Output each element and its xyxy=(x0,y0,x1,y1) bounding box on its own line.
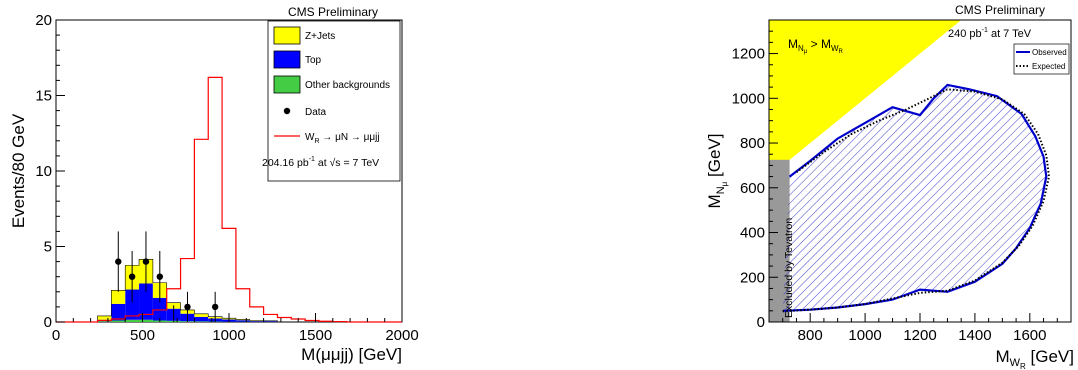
y-axis-label: Events/80 GeV xyxy=(9,113,28,228)
y-axis-label: MNμ [GeV] xyxy=(705,134,729,209)
x-tick-label: 1200 xyxy=(903,327,936,344)
bar-other-backgrounds xyxy=(125,319,140,322)
y-axis-ticks: 0 5 10 15 20 xyxy=(35,12,65,331)
bar-other-backgrounds xyxy=(97,321,112,322)
observed-limit-line xyxy=(782,83,1048,312)
legend-label: Top xyxy=(305,55,322,66)
tevatron-label: Excluded by Tevatron xyxy=(783,218,795,318)
y-tick-label: 800 xyxy=(740,135,765,152)
legend-label: Data xyxy=(305,107,327,118)
x-axis-label: MWR [GeV] xyxy=(995,347,1074,370)
y-tick-label: 600 xyxy=(740,180,765,197)
x-axis-ticks: 800 1000 1200 1400 1600 xyxy=(782,313,1058,344)
bar-top xyxy=(235,320,250,322)
legend-entries: Z+Jets Top Other backgrounds Data WR → μN → … xyxy=(273,26,390,145)
legend-swatch xyxy=(273,75,301,94)
expected-legend-label: Expected xyxy=(1032,62,1065,71)
luminosity-label: 240 pb-1 at 7 TeV xyxy=(948,27,1032,40)
x-tick-label: 1400 xyxy=(958,327,991,344)
legend: CMS Preliminary Z+Jets Top Other backgroun… xyxy=(267,5,401,182)
x-tick-label: 1600 xyxy=(1013,327,1046,344)
bar-top xyxy=(263,321,278,322)
bar-top xyxy=(152,297,167,321)
legend-label: WR → μN → μμjj xyxy=(305,132,380,145)
legend-swatch xyxy=(273,50,301,69)
y-tick-label: 0 xyxy=(757,314,765,331)
kinematically-forbidden-region xyxy=(769,20,962,177)
y-tick-label: 200 xyxy=(740,269,765,286)
expected-limit-line xyxy=(782,88,1051,313)
y-tick-label: 10 xyxy=(35,163,52,180)
data-point xyxy=(128,273,136,280)
y-axis-ticks: 0 200 400 600 800 1000 1200 xyxy=(732,30,778,331)
legend: Observed Expected xyxy=(1013,43,1070,75)
luminosity-annotation: 204.16 pb-1 at √s = 7 TeV xyxy=(262,156,379,169)
chart-title: CMS Preliminary xyxy=(288,5,378,19)
data-points xyxy=(115,231,219,322)
y-tick-label: 1200 xyxy=(732,46,765,63)
x-tick-label: 1500 xyxy=(299,327,332,344)
bar-z-jets xyxy=(97,315,112,320)
observed-legend-label: Observed xyxy=(1032,48,1067,57)
legend-swatch xyxy=(273,26,301,45)
bar-other-backgrounds xyxy=(111,320,126,322)
x-tick-label: 1000 xyxy=(212,327,245,344)
signal-histogram-line xyxy=(56,76,402,323)
bar-top xyxy=(139,283,153,320)
data-point xyxy=(156,273,163,280)
legend-marker xyxy=(283,107,291,115)
y-tick-label: 0 xyxy=(44,314,52,331)
bar-top xyxy=(194,316,209,322)
data-point xyxy=(115,258,122,265)
legend-frame xyxy=(267,20,401,182)
legend-frame xyxy=(1013,43,1070,75)
bar-z-jets xyxy=(249,320,264,322)
x-tick-label: 0 xyxy=(52,327,60,344)
bar-z-jets xyxy=(194,313,209,317)
legend-label: Z+Jets xyxy=(305,31,335,42)
bar-top xyxy=(249,321,264,322)
bar-top xyxy=(111,303,126,321)
legend-label: Other backgrounds xyxy=(305,80,390,91)
bar-top xyxy=(125,289,140,320)
x-tick-label: 500 xyxy=(130,327,155,344)
chart-title: CMS Preliminary xyxy=(955,3,1045,17)
x-tick-label: 800 xyxy=(798,327,823,344)
x-tick-label: 2000 xyxy=(385,327,418,344)
bar-other-backgrounds xyxy=(139,319,153,322)
exclusion-limit-chart: 800 1000 1200 1400 1600 0 200 400 600 800 1000 120… xyxy=(705,3,1074,370)
x-axis-ticks: 0 500 1000 1500 2000 xyxy=(52,313,419,344)
y-tick-label: 5 xyxy=(44,239,52,256)
data-point xyxy=(211,303,219,311)
x-axis-label: M(μμjj) [GeV] xyxy=(301,345,402,364)
bar-z-jets xyxy=(111,290,126,304)
x-tick-label: 1000 xyxy=(848,327,881,344)
y-tick-label: 400 xyxy=(740,225,765,242)
data-point xyxy=(184,303,191,311)
y-tick-label: 15 xyxy=(35,88,52,105)
bar-other-backgrounds xyxy=(194,321,209,322)
excluded-region-hatch xyxy=(782,84,1047,311)
y-tick-label: 20 xyxy=(35,12,52,29)
data-point xyxy=(142,258,150,265)
bar-z-jets xyxy=(235,319,250,321)
forbidden-region-label: MNμ > MWR xyxy=(788,37,844,55)
y-tick-label: 1000 xyxy=(732,90,765,107)
mass-histogram-chart: 0 500 1000 1500 2000 0 5 10 15 20 CMS Preliminar… xyxy=(9,5,419,364)
